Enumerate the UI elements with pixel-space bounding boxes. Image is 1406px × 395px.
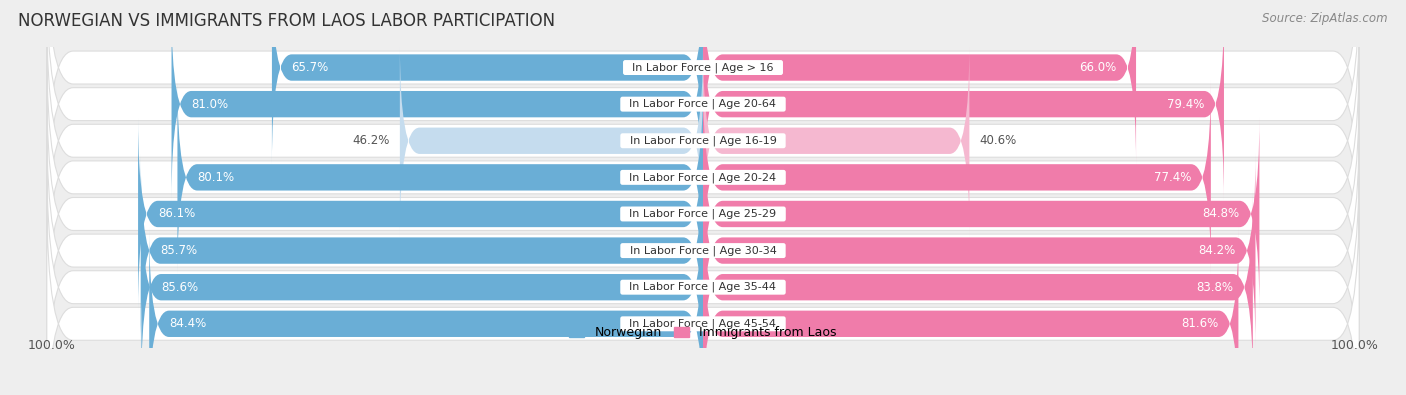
Text: In Labor Force | Age > 16: In Labor Force | Age > 16 — [626, 62, 780, 73]
Text: 81.0%: 81.0% — [191, 98, 228, 111]
FancyBboxPatch shape — [46, 194, 1360, 395]
Text: NORWEGIAN VS IMMIGRANTS FROM LAOS LABOR PARTICIPATION: NORWEGIAN VS IMMIGRANTS FROM LAOS LABOR … — [18, 12, 555, 30]
FancyBboxPatch shape — [46, 11, 1360, 271]
FancyBboxPatch shape — [46, 120, 1360, 380]
Text: In Labor Force | Age 30-34: In Labor Force | Age 30-34 — [623, 245, 783, 256]
FancyBboxPatch shape — [141, 154, 703, 347]
Text: 84.4%: 84.4% — [169, 317, 207, 330]
FancyBboxPatch shape — [703, 81, 1211, 274]
Text: In Labor Force | Age 16-19: In Labor Force | Age 16-19 — [623, 135, 783, 146]
FancyBboxPatch shape — [703, 154, 1256, 347]
Text: 84.2%: 84.2% — [1198, 244, 1236, 257]
FancyBboxPatch shape — [149, 227, 703, 395]
Text: 81.6%: 81.6% — [1181, 317, 1219, 330]
Text: 85.6%: 85.6% — [162, 281, 198, 294]
FancyBboxPatch shape — [399, 44, 703, 237]
FancyBboxPatch shape — [703, 44, 969, 237]
Text: 83.8%: 83.8% — [1197, 281, 1233, 294]
Legend: Norwegian, Immigrants from Laos: Norwegian, Immigrants from Laos — [564, 322, 842, 344]
FancyBboxPatch shape — [703, 8, 1225, 201]
FancyBboxPatch shape — [271, 0, 703, 164]
Text: Source: ZipAtlas.com: Source: ZipAtlas.com — [1263, 12, 1388, 25]
Text: 84.8%: 84.8% — [1202, 207, 1240, 220]
Text: 86.1%: 86.1% — [157, 207, 195, 220]
FancyBboxPatch shape — [172, 8, 703, 201]
Text: In Labor Force | Age 20-64: In Labor Force | Age 20-64 — [623, 99, 783, 109]
FancyBboxPatch shape — [46, 157, 1360, 395]
FancyBboxPatch shape — [46, 0, 1360, 198]
Text: 100.0%: 100.0% — [1331, 339, 1379, 352]
Text: 40.6%: 40.6% — [979, 134, 1017, 147]
FancyBboxPatch shape — [46, 0, 1360, 234]
Text: In Labor Force | Age 45-54: In Labor Force | Age 45-54 — [623, 318, 783, 329]
FancyBboxPatch shape — [177, 81, 703, 274]
Text: 79.4%: 79.4% — [1167, 98, 1205, 111]
FancyBboxPatch shape — [703, 117, 1260, 310]
Text: 85.7%: 85.7% — [160, 244, 197, 257]
Text: In Labor Force | Age 20-24: In Labor Force | Age 20-24 — [623, 172, 783, 182]
Text: 80.1%: 80.1% — [197, 171, 235, 184]
Text: In Labor Force | Age 35-44: In Labor Force | Age 35-44 — [623, 282, 783, 292]
Text: 100.0%: 100.0% — [27, 339, 75, 352]
FancyBboxPatch shape — [703, 227, 1239, 395]
FancyBboxPatch shape — [142, 190, 703, 384]
FancyBboxPatch shape — [46, 84, 1360, 344]
Text: 65.7%: 65.7% — [291, 61, 329, 74]
Text: 66.0%: 66.0% — [1080, 61, 1116, 74]
Text: In Labor Force | Age 25-29: In Labor Force | Age 25-29 — [623, 209, 783, 219]
FancyBboxPatch shape — [138, 117, 703, 310]
FancyBboxPatch shape — [703, 0, 1136, 164]
Text: 77.4%: 77.4% — [1154, 171, 1191, 184]
FancyBboxPatch shape — [703, 190, 1253, 384]
FancyBboxPatch shape — [46, 47, 1360, 307]
Text: 46.2%: 46.2% — [353, 134, 389, 147]
